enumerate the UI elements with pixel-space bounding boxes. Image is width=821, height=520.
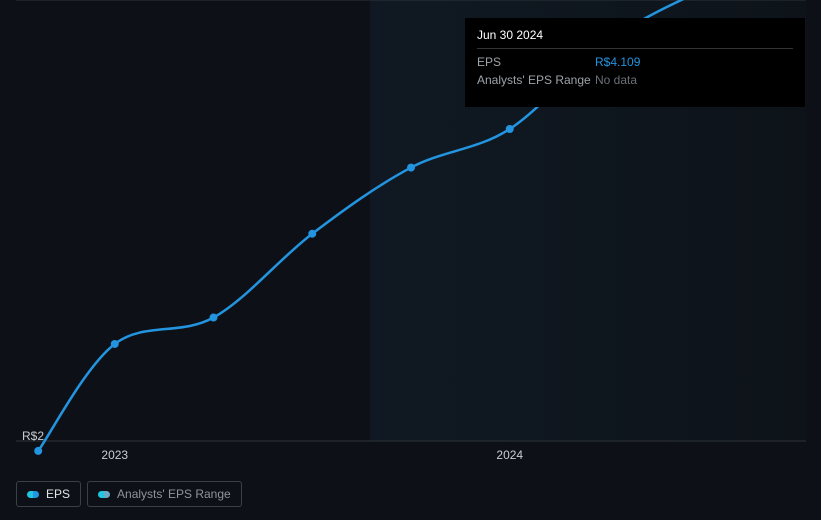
- chart-tooltip: Jun 30 2024 EPSR$4.109Analysts' EPS Rang…: [465, 18, 805, 107]
- legend-swatch: [27, 491, 39, 498]
- legend-item-eps[interactable]: EPS: [16, 481, 81, 507]
- legend-swatch: [98, 491, 110, 498]
- tooltip-row: EPSR$4.109: [477, 53, 793, 71]
- eps-chart: Actual R$2R$4 20232024 Jun 30 2024 EPSR$…: [0, 0, 821, 520]
- x-tick: 2024: [496, 448, 523, 462]
- legend-item-eps-range[interactable]: Analysts' EPS Range: [87, 481, 242, 507]
- legend: EPS Analysts' EPS Range: [16, 481, 242, 507]
- tooltip-date: Jun 30 2024: [477, 28, 793, 49]
- legend-label: EPS: [46, 487, 70, 501]
- tooltip-row-label: EPS: [477, 53, 595, 71]
- legend-label: Analysts' EPS Range: [117, 487, 231, 501]
- tooltip-row-value: No data: [595, 71, 637, 89]
- tooltip-row-label: Analysts' EPS Range: [477, 71, 595, 89]
- y-tick: R$4: [22, 0, 44, 2]
- tooltip-row: Analysts' EPS RangeNo data: [477, 71, 793, 89]
- y-tick: R$2: [22, 429, 44, 443]
- tooltip-row-value: R$4.109: [595, 53, 640, 71]
- x-tick: 2023: [101, 448, 128, 462]
